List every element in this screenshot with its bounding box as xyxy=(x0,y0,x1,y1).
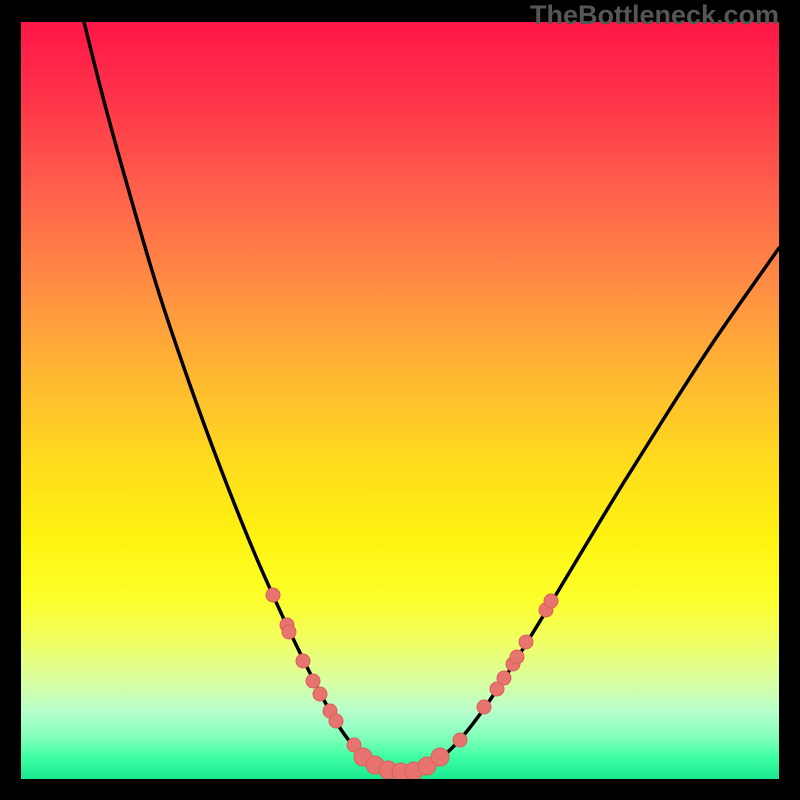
data-marker xyxy=(477,700,491,714)
data-marker xyxy=(431,748,449,766)
data-marker xyxy=(313,687,327,701)
gradient-background xyxy=(21,22,779,780)
data-marker xyxy=(519,635,533,649)
data-marker xyxy=(282,625,296,639)
data-marker xyxy=(497,671,511,685)
data-marker xyxy=(329,714,343,728)
data-marker xyxy=(296,654,310,668)
data-marker xyxy=(266,588,280,602)
bottleneck-chart xyxy=(0,0,800,800)
data-marker xyxy=(453,733,467,747)
data-marker xyxy=(306,674,320,688)
data-marker xyxy=(544,594,558,608)
data-marker xyxy=(510,650,524,664)
watermark-text: TheBottleneck.com xyxy=(530,0,779,31)
